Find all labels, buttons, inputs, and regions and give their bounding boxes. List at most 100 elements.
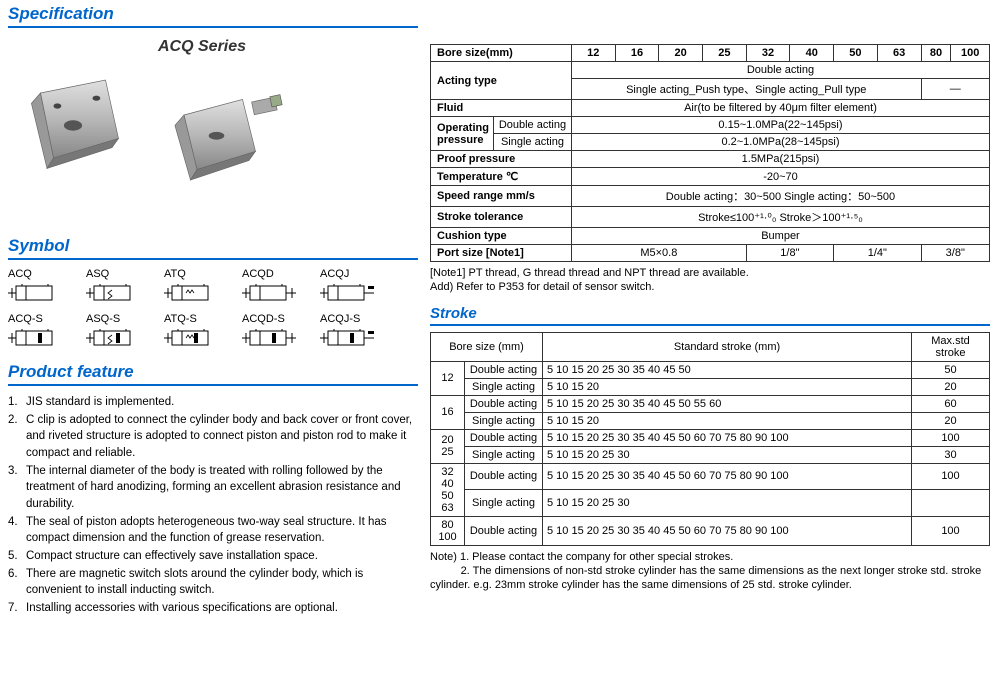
stroke-max: 30 [912, 446, 990, 463]
fluid-value: Air(to be filtered by 40μm filter elemen… [571, 100, 989, 117]
feature-list: 1.JIS standard is implemented.2.C clip i… [8, 394, 418, 617]
product-image-row: ACQ Series [8, 38, 418, 226]
stroke-acting: Single acting [465, 412, 543, 429]
feature-num: 7. [8, 600, 26, 617]
feature-num: 3. [8, 463, 26, 513]
symbol-asq-s: ASQ-S [86, 313, 146, 352]
symbol-acqj: ACQJ [320, 268, 380, 307]
stroke-max: 100 [912, 516, 990, 545]
spec-note-1: [Note1] PT thread, G thread thread and N… [430, 266, 990, 280]
stroke-max: 100 [912, 429, 990, 446]
stroke-max: 20 [912, 378, 990, 395]
bore-25: 25 [703, 45, 747, 62]
feature-num: 2. [8, 412, 26, 462]
proof-label: Proof pressure [431, 151, 572, 168]
port-38: 3/8" [921, 245, 989, 262]
op-double-val: 0.15~1.0MPa(22~145psi) [571, 117, 989, 134]
feature-item: 6.There are magnetic switch slots around… [8, 566, 418, 599]
feature-text: JIS standard is implemented. [26, 394, 174, 411]
stroke-acting: Single acting [465, 378, 543, 395]
bore-20: 20 [659, 45, 703, 62]
port-14: 1/4" [834, 245, 921, 262]
specification-title: Specification [8, 4, 418, 28]
stroke-bore: 20 25 [431, 429, 465, 463]
bore-80: 80 [921, 45, 951, 62]
symbol-atq: ATQ [164, 268, 224, 307]
stroke-max: 60 [912, 395, 990, 412]
feature-num: 1. [8, 394, 26, 411]
proof-value: 1.5MPa(215psi) [571, 151, 989, 168]
symbol-label: ASQ-S [86, 313, 146, 325]
stroke-max [912, 490, 990, 517]
bore-32: 32 [746, 45, 790, 62]
stroke-bore: 80 100 [431, 516, 465, 545]
bore-50: 50 [834, 45, 878, 62]
acting-type-label: Acting type [431, 62, 572, 100]
port-m5: M5×0.8 [571, 245, 746, 262]
cylinder-image-2 [158, 56, 288, 226]
bore-100: 100 [951, 45, 990, 62]
feature-text: Installing accessories with various spec… [26, 600, 338, 617]
stroke-bore: 32 40 50 63 [431, 463, 465, 516]
symbol-grid: ACQ ASQ ATQ ACQD ACQJ ACQ-S ASQ-S ATQ-S ACQD-S AC… [8, 268, 418, 352]
cushion-label: Cushion type [431, 228, 572, 245]
stroke-max: 100 [912, 463, 990, 490]
stroke-values: 5 10 15 20 [543, 412, 912, 429]
feature-text: Compact structure can effectively save i… [26, 548, 318, 565]
symbol-acqd: ACQD [242, 268, 302, 307]
symbol-title: Symbol [8, 236, 418, 260]
stroke-values: 5 10 15 20 25 30 35 40 45 50 60 70 75 80… [543, 429, 912, 446]
spec-note-2: Add) Refer to P353 for detail of sensor … [430, 280, 990, 294]
stroke-values: 5 10 15 20 25 30 35 40 45 50 60 70 75 80… [543, 463, 912, 490]
acting-single: Single acting_Push type、Single acting_Pu… [571, 79, 921, 100]
feature-item: 7.Installing accessories with various sp… [8, 600, 418, 617]
temp-label: Temperature ℃ [431, 168, 572, 186]
speed-label: Speed range mm/s [431, 186, 572, 207]
speed-value: Double acting：30~500 Single acting：50~50… [571, 186, 989, 207]
symbol-acqj-s: ACQJ-S [320, 313, 380, 352]
port-label: Port size [Note1] [431, 245, 572, 262]
feature-item: 4.The seal of piston adopts heterogeneou… [8, 514, 418, 547]
stroke-bore: 16 [431, 395, 465, 429]
port-18: 1/8" [746, 245, 833, 262]
stroke-bore-header: Bore size (mm) [431, 332, 543, 361]
feature-text: The seal of piston adopts heterogeneous … [26, 514, 418, 547]
feature-num: 6. [8, 566, 26, 599]
feature-num: 4. [8, 514, 26, 547]
symbol-label: ATQ-S [164, 313, 224, 325]
symbol-label: ACQ-S [8, 313, 68, 325]
product-feature-title: Product feature [8, 362, 418, 386]
feature-item: 5.Compact structure can effectively save… [8, 548, 418, 565]
acting-dash: — [921, 79, 989, 100]
stroke-tol-label: Stroke tolerance [431, 207, 572, 228]
symbol-label: ACQJ [320, 268, 380, 280]
bore-12: 12 [571, 45, 615, 62]
stroke-values: 5 10 15 20 [543, 378, 912, 395]
cylinder-image-1 [8, 47, 138, 217]
feature-item: 3.The internal diameter of the body is t… [8, 463, 418, 513]
stroke-title: Stroke [430, 305, 990, 326]
stroke-bore: 12 [431, 361, 465, 395]
feature-text: There are magnetic switch slots around t… [26, 566, 418, 599]
series-label: ACQ Series [158, 38, 288, 56]
bore-16: 16 [615, 45, 659, 62]
symbol-label: ATQ [164, 268, 224, 280]
stroke-tol-value: Stroke≤100⁺¹·⁰₀ Stroke＞100⁺¹·⁵₀ [571, 207, 989, 228]
symbol-label: ACQD-S [242, 313, 302, 325]
symbol-acqd-s: ACQD-S [242, 313, 302, 352]
symbol-label: ACQJ-S [320, 313, 380, 325]
symbol-acq: ACQ [8, 268, 68, 307]
stroke-values: 5 10 15 20 25 30 [543, 446, 912, 463]
symbol-asq: ASQ [86, 268, 146, 307]
cushion-value: Bumper [571, 228, 989, 245]
bore-40: 40 [790, 45, 834, 62]
feature-num: 5. [8, 548, 26, 565]
op-double-label: Double acting [493, 117, 571, 134]
stroke-notes: Note) 1. Please contact the company for … [430, 550, 990, 593]
feature-text: C clip is adopted to connect the cylinde… [26, 412, 418, 462]
feature-item: 2.C clip is adopted to connect the cylin… [8, 412, 418, 462]
stroke-values: 5 10 15 20 25 30 35 40 45 50 55 60 [543, 395, 912, 412]
stroke-acting: Double acting [465, 516, 543, 545]
stroke-values: 5 10 15 20 25 30 [543, 490, 912, 517]
symbol-label: ACQD [242, 268, 302, 280]
